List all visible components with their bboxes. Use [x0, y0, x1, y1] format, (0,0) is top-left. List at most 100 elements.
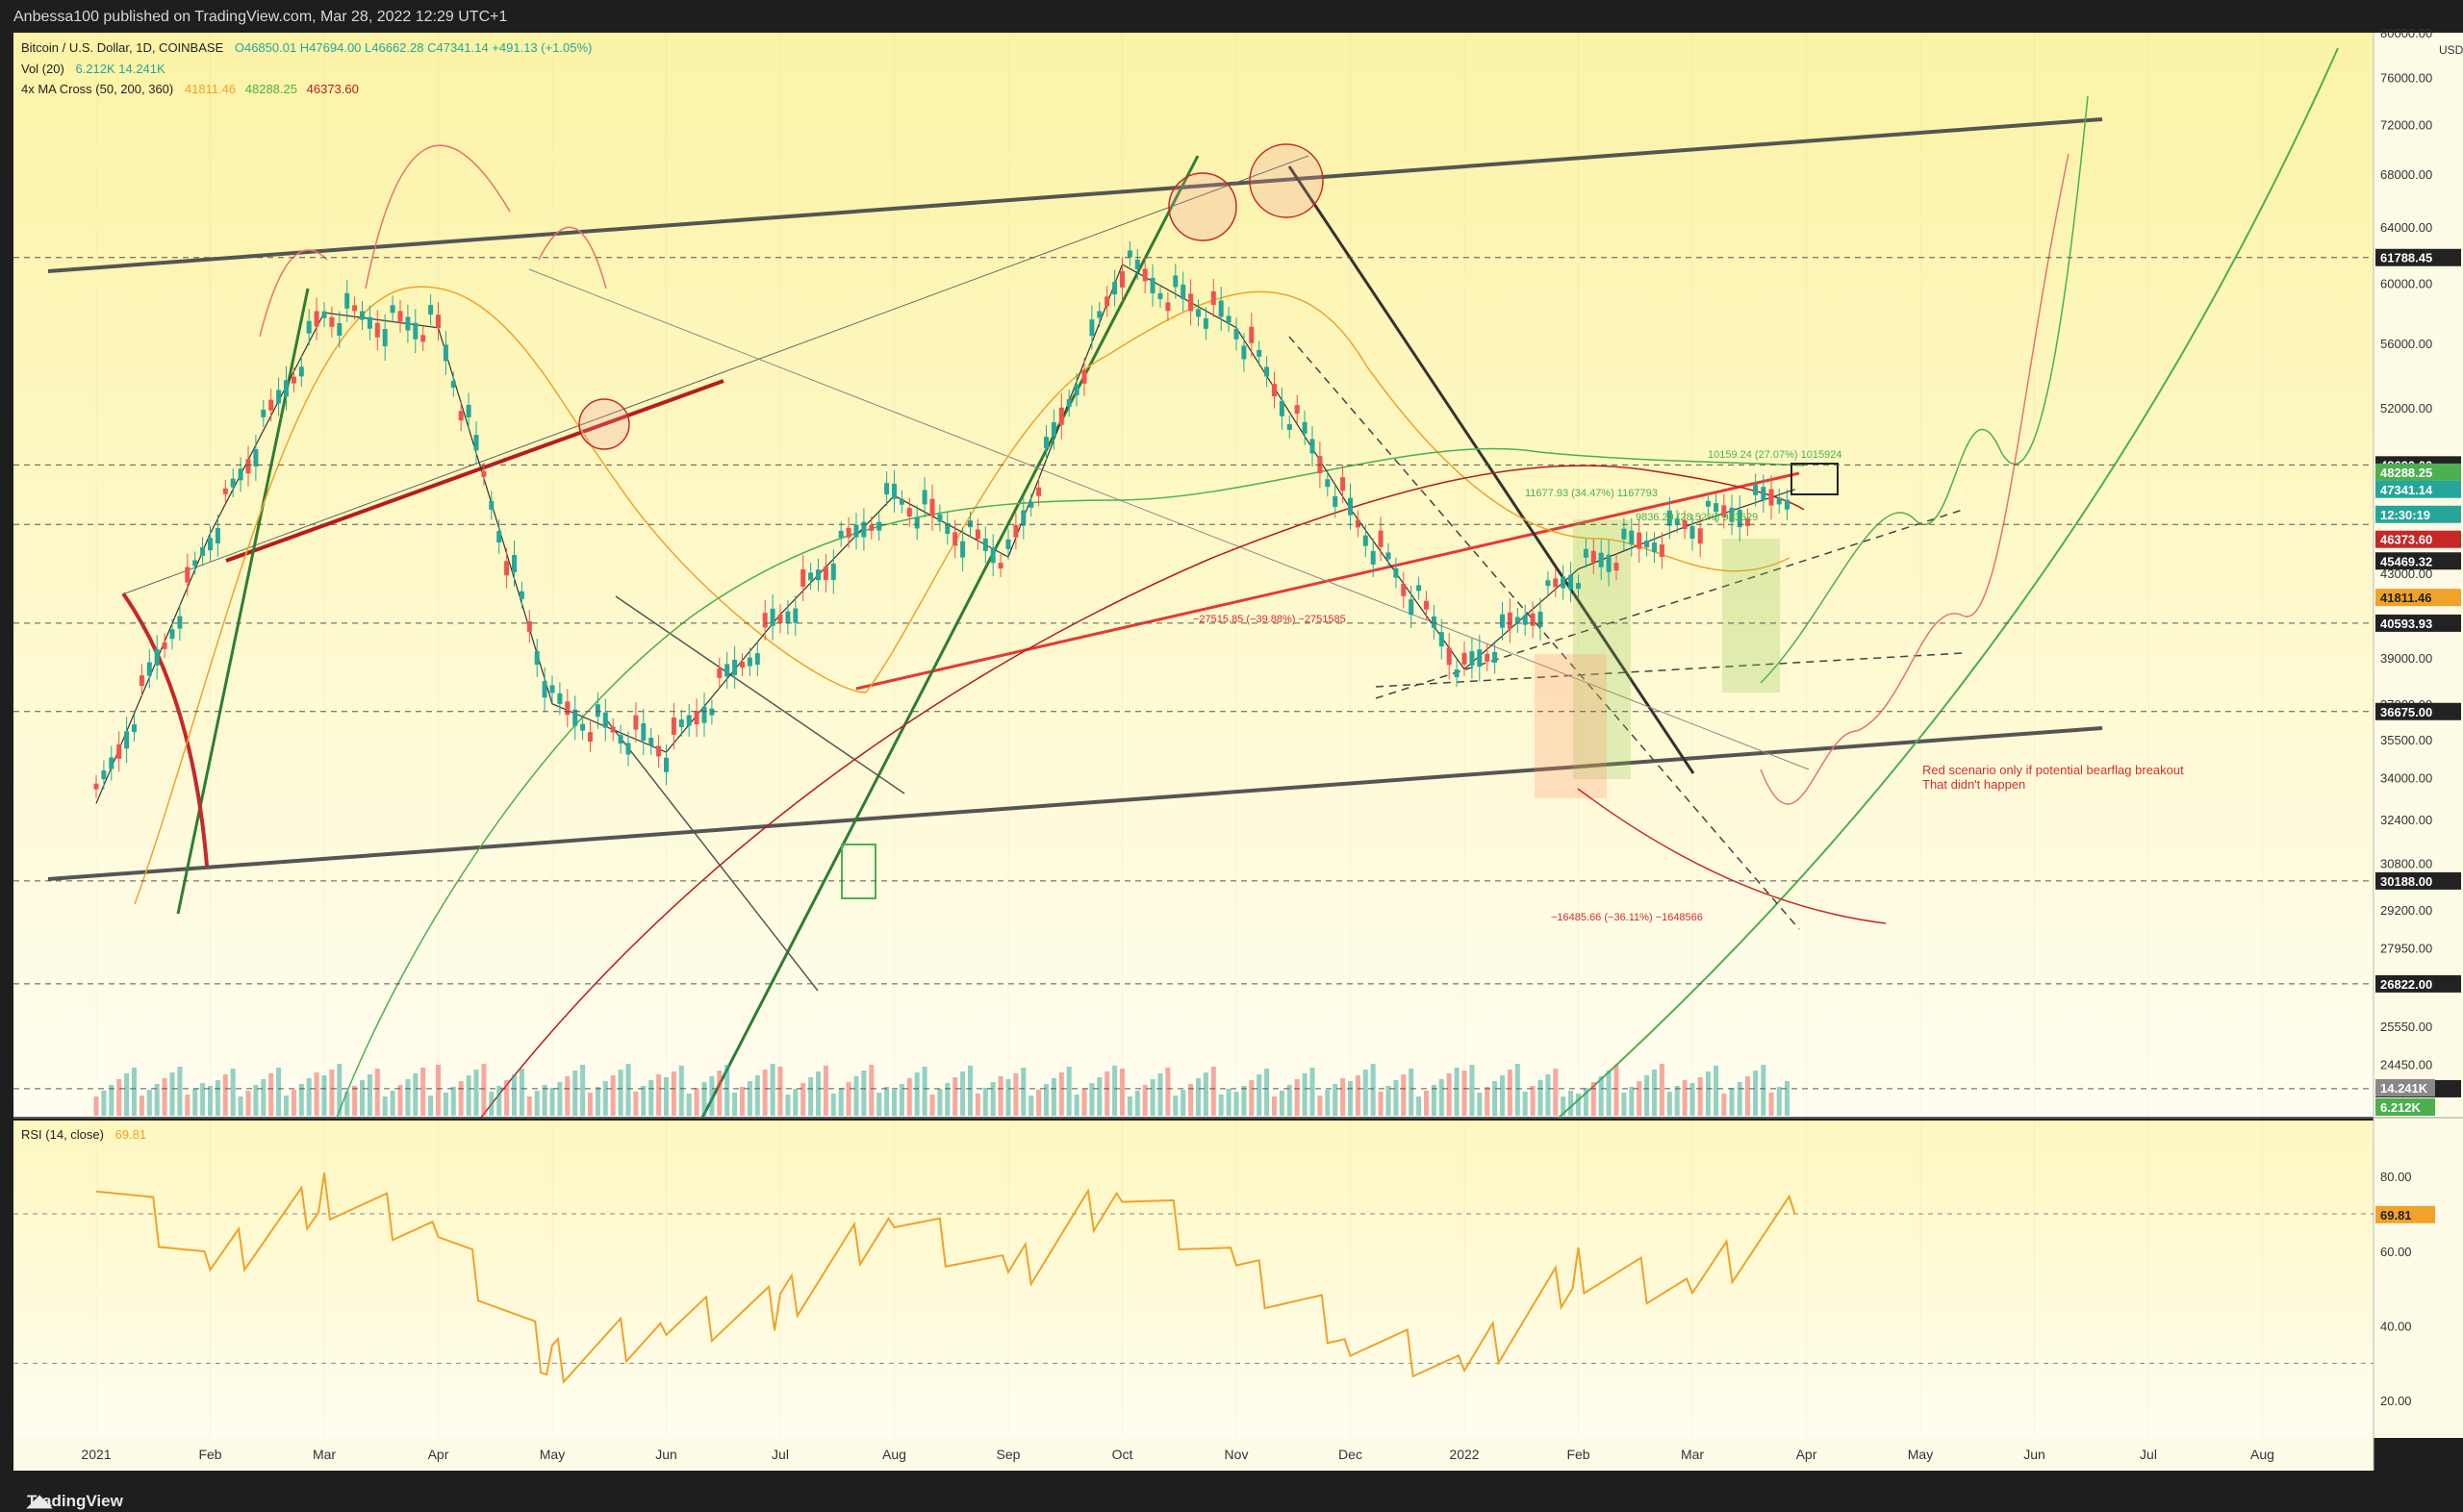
- volume-bar: [929, 1095, 935, 1116]
- candle-body: [656, 745, 662, 757]
- annotation-red-scenario-line1: Red scenario only if potential bearflag …: [1922, 763, 2184, 777]
- volume-bar: [1393, 1080, 1399, 1116]
- candle-body: [1431, 616, 1436, 628]
- candle-body: [793, 608, 799, 623]
- legend-rsi-value: 69.81: [114, 1127, 147, 1142]
- volume-bar: [1545, 1074, 1551, 1116]
- candle-body: [686, 715, 692, 726]
- candle-body: [298, 366, 304, 377]
- volume-bar: [830, 1094, 836, 1116]
- measure-label-3: 9836.29 (28.52%) 983629: [1636, 512, 1759, 523]
- candle-body: [1142, 268, 1148, 282]
- candle-body: [1682, 520, 1688, 530]
- volume-bar: [618, 1070, 623, 1116]
- rsi-tick-label: 60.00: [2380, 1245, 2412, 1259]
- candle-body: [1568, 574, 1574, 590]
- volume-bar: [321, 1075, 327, 1116]
- price-pane[interactable]: [13, 33, 2374, 1117]
- y-tick-label: 80000.00: [2380, 26, 2432, 40]
- x-tick-label: Jul: [2140, 1447, 2157, 1462]
- candle-body: [937, 514, 943, 522]
- candle-body: [420, 335, 426, 342]
- volume-bar: [1431, 1085, 1436, 1116]
- measure-label-1: 10159.24 (27.07%) 1015924: [1708, 449, 1842, 461]
- break-circle: [578, 398, 630, 450]
- time-axis[interactable]: [13, 1438, 2374, 1471]
- candle-body: [777, 614, 783, 623]
- volume-bar: [1768, 1093, 1774, 1116]
- rsi-pane[interactable]: [13, 1121, 2374, 1438]
- candle-body: [436, 315, 441, 329]
- candle-body: [1051, 421, 1056, 437]
- volume-bar: [1477, 1093, 1483, 1116]
- candle-body: [762, 613, 768, 628]
- volume-bar: [1325, 1090, 1331, 1116]
- legend-rsi-row[interactable]: RSI (14, close) 69.81: [21, 1127, 146, 1142]
- legend-ma-label: 4x MA Cross (50, 200, 360): [21, 82, 174, 96]
- volume-bar: [245, 1091, 251, 1116]
- volume-bar: [899, 1084, 904, 1116]
- volume-bar: [1469, 1065, 1475, 1116]
- candle-body: [512, 555, 517, 573]
- candle-body: [1112, 282, 1118, 295]
- volume-bar: [185, 1095, 190, 1116]
- volume-bar: [641, 1086, 647, 1116]
- volume-bar: [1173, 1096, 1179, 1116]
- candle-body: [1409, 599, 1414, 616]
- volume-bar: [1051, 1078, 1056, 1116]
- candle-body: [1272, 384, 1277, 397]
- candle-body: [1058, 407, 1064, 425]
- legend-volume-row[interactable]: Vol (20) 6.212K 14.241K: [21, 62, 165, 76]
- legend-vol-label: Vol (20): [21, 62, 64, 76]
- volume-bar: [960, 1071, 966, 1116]
- red-trendline-1: [225, 379, 724, 563]
- candle-body: [884, 483, 890, 495]
- candle-body: [374, 322, 380, 338]
- candle-body: [382, 328, 388, 346]
- candle-body: [1507, 612, 1512, 629]
- candle-body: [534, 651, 540, 666]
- legend-symbol-row[interactable]: Bitcoin / U.S. Dollar, 1D, COINBASE O468…: [21, 40, 592, 55]
- volume-bar: [853, 1076, 859, 1116]
- price-axis[interactable]: [2374, 33, 2463, 1438]
- volume-bar: [740, 1087, 745, 1116]
- brand-label: TradingView: [27, 1492, 123, 1510]
- volume-bar: [1409, 1069, 1414, 1116]
- volume-bar: [1036, 1090, 1042, 1116]
- x-tick-label: Jun: [655, 1447, 677, 1462]
- volume-bar: [116, 1079, 122, 1116]
- volume-bar: [1340, 1078, 1346, 1116]
- candle-body: [1424, 600, 1429, 610]
- x-tick-label: Jul: [772, 1447, 789, 1462]
- orange-highlight-box: [1535, 654, 1607, 798]
- candle-body: [664, 757, 669, 772]
- volume-bar: [968, 1066, 973, 1116]
- candle-body: [747, 657, 752, 667]
- candle-body: [1753, 484, 1759, 495]
- volume-bar: [534, 1091, 540, 1116]
- volume-bar: [1044, 1084, 1049, 1116]
- red-projection-path: [1760, 153, 2069, 805]
- candle-body: [428, 305, 434, 315]
- candle-body: [1714, 503, 1719, 513]
- price-axis-label: 61788.45: [2380, 251, 2432, 265]
- legend-ma-row[interactable]: 4x MA Cross (50, 200, 360) 41811.46 4828…: [21, 82, 359, 96]
- candle-body: [929, 498, 935, 517]
- volume-bar: [549, 1088, 555, 1116]
- volume-bar: [397, 1085, 403, 1116]
- volume-bar: [1553, 1069, 1559, 1116]
- footer-bar: ◢◣ TradingView: [0, 1471, 2463, 1512]
- volume-bar: [565, 1076, 571, 1116]
- volume-bar: [1081, 1089, 1087, 1116]
- candle-body: [1013, 524, 1019, 538]
- candle-body: [1134, 259, 1140, 269]
- volume-bar: [284, 1096, 289, 1116]
- volume-bar: [777, 1067, 783, 1116]
- volume-bar: [1286, 1085, 1292, 1116]
- candle-body: [306, 320, 312, 334]
- volume-bar: [337, 1064, 343, 1116]
- volume-bar: [1721, 1094, 1727, 1116]
- volume-bar: [1150, 1079, 1155, 1116]
- candle-body: [276, 390, 282, 404]
